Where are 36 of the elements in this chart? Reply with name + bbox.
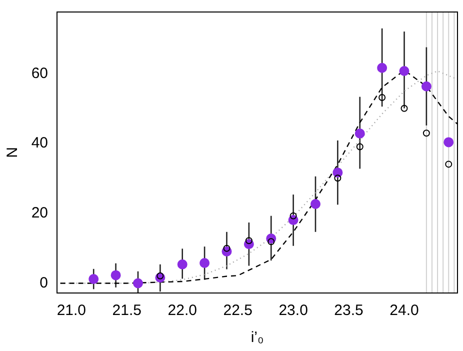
point	[156, 272, 164, 280]
point	[421, 81, 432, 92]
point	[177, 259, 188, 270]
point	[245, 237, 252, 244]
x-tick-label: 23.5	[334, 302, 364, 320]
x-tick-label: 24.0	[390, 302, 419, 320]
point	[290, 212, 297, 220]
x-tick-label: 21.5	[112, 302, 142, 320]
point	[223, 244, 230, 252]
point	[400, 104, 408, 112]
point	[310, 198, 320, 209]
point	[88, 274, 99, 284]
y-tick-label: 20	[31, 204, 48, 222]
point	[378, 94, 386, 102]
x-tick-label: 21.0	[56, 302, 86, 320]
point	[377, 62, 388, 73]
point	[332, 168, 343, 178]
point	[444, 137, 454, 148]
y-axis-title: N	[4, 147, 22, 158]
x-axis-title: i’₀	[250, 329, 264, 346]
point	[132, 278, 143, 288]
point	[334, 174, 342, 182]
y-tick-label: 0	[40, 274, 48, 292]
point	[200, 258, 210, 268]
x-tick-label: 22.0	[168, 302, 197, 320]
x-tick-label: 22.5	[223, 302, 252, 320]
point	[422, 130, 430, 137]
point	[356, 143, 364, 150]
point	[354, 128, 365, 138]
point	[268, 238, 275, 246]
y-tick-label: 40	[31, 134, 48, 152]
point	[110, 270, 121, 280]
point	[445, 160, 452, 168]
point	[399, 66, 410, 76]
y-tick-label: 60	[31, 64, 48, 82]
x-tick-label: 23.0	[278, 302, 308, 320]
